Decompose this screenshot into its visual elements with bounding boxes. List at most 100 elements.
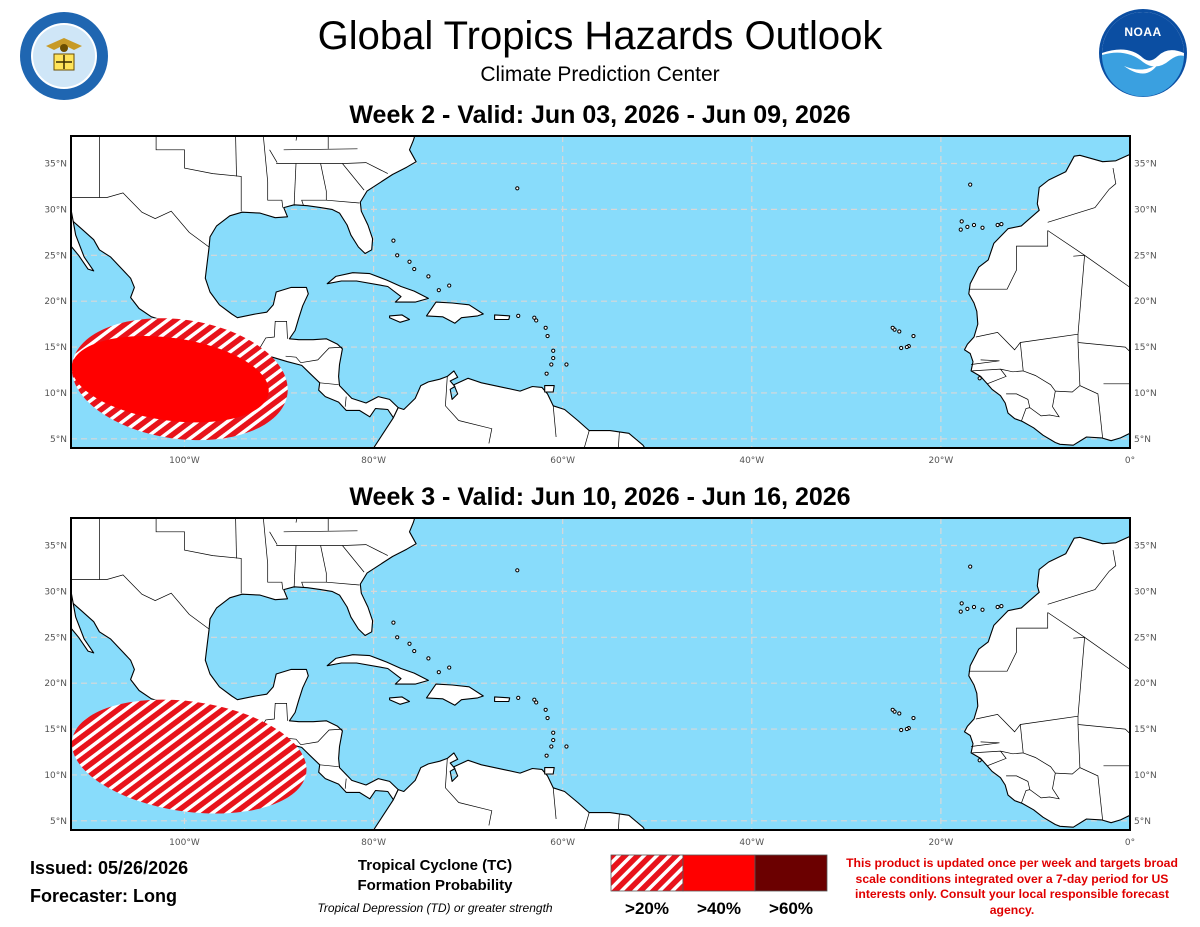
island (412, 648, 417, 654)
jamaica (389, 696, 411, 705)
island (551, 348, 556, 353)
lat-tick-label-right: 25°N (1134, 633, 1157, 643)
border-line (300, 728, 343, 746)
island (516, 695, 521, 700)
trinidad (544, 767, 555, 775)
border-line (262, 518, 284, 590)
island (968, 182, 973, 187)
border-line (968, 612, 1049, 672)
lon-tick-label: 100°W (169, 456, 200, 466)
island (977, 376, 982, 381)
lat-tick-label-right: 30°N (1134, 205, 1157, 215)
island (551, 355, 556, 361)
island (436, 288, 441, 293)
puerto-rico (494, 314, 511, 321)
island (971, 604, 977, 610)
border-line (295, 136, 298, 141)
island (977, 758, 982, 763)
island (897, 329, 902, 334)
issued-date: Issued: 05/26/2026 (30, 858, 189, 878)
disclaimer-text: This product is updated once per week an… (846, 856, 1178, 917)
legend-label-20: >20% (625, 899, 669, 918)
border-line (257, 703, 288, 733)
border-line (257, 321, 288, 351)
island (412, 266, 417, 272)
lat-tick-label-right: 15°N (1134, 343, 1157, 353)
lon-tick-label: 40°W (739, 456, 764, 466)
hazard-area-1 (71, 336, 269, 423)
lon-tick-label: 100°W (169, 838, 200, 848)
border-line (300, 346, 343, 364)
lon-tick-label: 20°W (928, 456, 953, 466)
hispaniola (425, 301, 484, 324)
lon-tick-label: 80°W (361, 456, 386, 466)
lat-tick-label-left: 25°N (44, 633, 67, 643)
lat-tick-label-right: 10°N (1134, 389, 1157, 399)
island (897, 711, 902, 716)
legend-swatch-20 (610, 854, 684, 892)
island (911, 333, 916, 339)
week3-title: Week 3 - Valid: Jun 10, 2026 - Jun 16, 2… (349, 483, 851, 511)
border-line (971, 359, 1000, 365)
island (391, 620, 396, 625)
lat-tick-label-left: 5°N (50, 817, 67, 827)
island (899, 345, 904, 351)
island (999, 221, 1004, 227)
lat-tick-label-left: 20°N (44, 297, 67, 307)
border-line (71, 192, 210, 248)
island (534, 700, 539, 705)
island (532, 315, 537, 320)
lat-tick-label-left: 10°N (44, 771, 67, 781)
lat-tick-label-right: 20°N (1134, 297, 1157, 307)
island (407, 259, 412, 264)
border-line (1077, 342, 1130, 352)
map-frame (70, 135, 1131, 449)
island (544, 753, 549, 758)
lat-tick-label-right: 35°N (1134, 160, 1157, 170)
border-line (583, 430, 590, 448)
lat-tick-label-right: 15°N (1134, 725, 1157, 735)
puerto-rico (494, 696, 511, 703)
africa (963, 153, 1130, 448)
border-line (1020, 370, 1060, 422)
lat-tick-label-right: 10°N (1134, 771, 1157, 781)
island (904, 344, 909, 350)
island (534, 318, 539, 323)
island (890, 325, 895, 330)
lon-tick-label: 80°W (361, 838, 386, 848)
border-line (276, 162, 388, 174)
lat-tick-label-right: 5°N (1134, 817, 1151, 827)
week2-map: 100°W 80°W 60°W 40°W 20°W 0° 5°N 5°N 10°N 10°N 15°… (44, 135, 1157, 466)
commerce-seal-icon (18, 10, 110, 102)
border-line (326, 581, 360, 586)
border-line (618, 431, 620, 448)
legend-title-line2: Formation Probability (357, 877, 513, 894)
island (545, 333, 550, 339)
island (549, 744, 554, 749)
island (515, 186, 520, 191)
border-line (283, 148, 358, 151)
border-line (269, 531, 278, 545)
island (407, 641, 412, 646)
lat-tick-label-right: 30°N (1134, 587, 1157, 597)
border-line (344, 396, 347, 407)
border-line (1047, 168, 1117, 223)
border-line (987, 368, 1007, 385)
border-line (1020, 752, 1060, 804)
border-line (1077, 716, 1103, 820)
border-line (319, 764, 339, 768)
island (971, 222, 977, 228)
island (965, 224, 970, 229)
lon-tick-label: 60°W (550, 838, 575, 848)
lon-tick-label: 20°W (928, 838, 953, 848)
border-line (326, 199, 360, 204)
hazard-area-0 (71, 699, 307, 814)
border-line (972, 724, 1024, 755)
border-line (276, 544, 388, 556)
border-line (262, 136, 284, 208)
border-line (618, 813, 620, 830)
island (564, 744, 569, 749)
cuba (326, 272, 429, 303)
island (958, 227, 963, 232)
border-line (344, 778, 347, 789)
